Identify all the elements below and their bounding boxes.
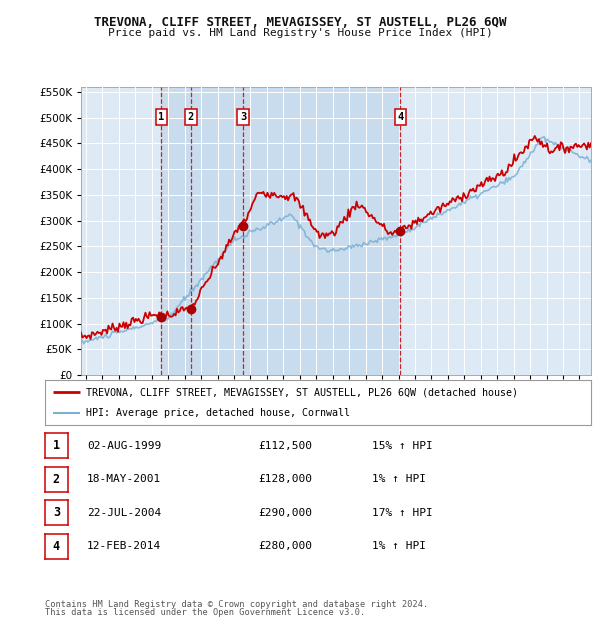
Text: £290,000: £290,000 (258, 508, 312, 518)
Text: 1% ↑ HPI: 1% ↑ HPI (372, 474, 426, 484)
Text: This data is licensed under the Open Government Licence v3.0.: This data is licensed under the Open Gov… (45, 608, 365, 617)
Text: 22-JUL-2004: 22-JUL-2004 (87, 508, 161, 518)
Text: 15% ↑ HPI: 15% ↑ HPI (372, 441, 433, 451)
Text: 1: 1 (53, 440, 60, 452)
Text: 12-FEB-2014: 12-FEB-2014 (87, 541, 161, 551)
Text: Contains HM Land Registry data © Crown copyright and database right 2024.: Contains HM Land Registry data © Crown c… (45, 600, 428, 609)
Text: 2: 2 (188, 112, 194, 122)
Text: TREVONA, CLIFF STREET, MEVAGISSEY, ST AUSTELL, PL26 6QW (detached house): TREVONA, CLIFF STREET, MEVAGISSEY, ST AU… (86, 387, 518, 397)
Text: 17% ↑ HPI: 17% ↑ HPI (372, 508, 433, 518)
Text: £280,000: £280,000 (258, 541, 312, 551)
Text: 3: 3 (53, 507, 60, 519)
Text: 1: 1 (158, 112, 164, 122)
Text: 4: 4 (53, 540, 60, 552)
Text: 2: 2 (53, 473, 60, 485)
Text: 18-MAY-2001: 18-MAY-2001 (87, 474, 161, 484)
Text: TREVONA, CLIFF STREET, MEVAGISSEY, ST AUSTELL, PL26 6QW: TREVONA, CLIFF STREET, MEVAGISSEY, ST AU… (94, 16, 506, 29)
Bar (161, 87, 400, 375)
Text: HPI: Average price, detached house, Cornwall: HPI: Average price, detached house, Corn… (86, 407, 350, 418)
Text: 3: 3 (240, 112, 246, 122)
Text: Price paid vs. HM Land Registry's House Price Index (HPI): Price paid vs. HM Land Registry's House … (107, 28, 493, 38)
Text: 1% ↑ HPI: 1% ↑ HPI (372, 541, 426, 551)
Text: 4: 4 (397, 112, 403, 122)
Text: 02-AUG-1999: 02-AUG-1999 (87, 441, 161, 451)
Text: £112,500: £112,500 (258, 441, 312, 451)
Text: £128,000: £128,000 (258, 474, 312, 484)
